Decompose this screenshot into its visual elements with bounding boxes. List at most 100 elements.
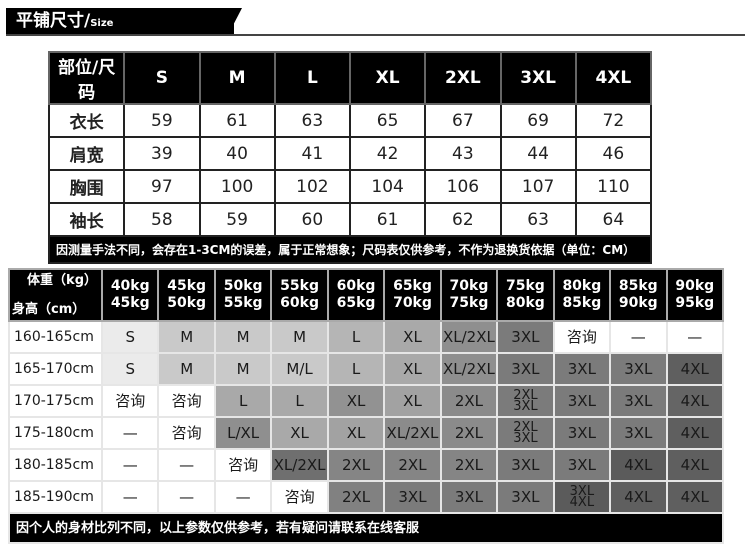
row-label: 165-170cm bbox=[8, 352, 103, 386]
table-row: 175-180cm — 咨询 L/XL XL XL XL/2XL 2XL 2XL 3XL 3XL 3X… bbox=[8, 416, 725, 450]
table-row: 180-185cm — — 咨询 XL/2XL 2XL 2XL 2XL 3XL 3XL 4XL 4XL bbox=[8, 448, 725, 482]
size-cell: 咨询 bbox=[157, 384, 216, 418]
size-cell: 4XL bbox=[609, 480, 668, 514]
table-row: 160-165cm S M M M L XL XL/2XL 3XL 咨询 — — bbox=[8, 320, 725, 354]
table-row: 185-190cm — — — 咨询 2XL 3XL 3XL 3XL 3XL 4XL 4XL 4XL bbox=[8, 480, 725, 514]
table-cell: 106 bbox=[424, 169, 502, 204]
row-label: 袖长 bbox=[47, 202, 126, 237]
row-label: 175-180cm bbox=[8, 416, 103, 450]
size-cell: 咨询 bbox=[157, 416, 216, 450]
table-row: 170-175cm 咨询 咨询 L L XL XL 2XL 2XL 3XL 3XL 3XL 4XL bbox=[8, 384, 725, 418]
size-cell: XL bbox=[326, 416, 386, 450]
size-cell: — bbox=[665, 320, 725, 354]
weight-header: 85kg 90kg bbox=[609, 268, 668, 322]
table-cell: 104 bbox=[348, 169, 427, 204]
table-row: 袖长 58 59 60 61 62 63 64 bbox=[47, 202, 653, 237]
measurement-table: 部位/尺码 S M L XL 2XL 3XL 4XL 衣长 59 61 63 65 67 69 72 肩宽 39 4… bbox=[47, 51, 653, 264]
table-cell: 72 bbox=[574, 103, 653, 138]
size-cell: 2XL bbox=[383, 448, 442, 482]
size-cell: 3XL bbox=[552, 384, 612, 418]
size-cell: — bbox=[157, 448, 216, 482]
size-cell: L bbox=[270, 384, 329, 418]
row-label: 160-165cm bbox=[8, 320, 103, 354]
table-cell: 110 bbox=[574, 169, 653, 204]
size-cell: 4XL bbox=[665, 384, 725, 418]
size-cell: 2XL 3XL bbox=[496, 384, 555, 418]
size-cell: 2XL bbox=[439, 384, 499, 418]
size-cell: 2XL bbox=[439, 416, 499, 450]
size-cell: — bbox=[100, 416, 160, 450]
size-cell: XL/2XL bbox=[383, 416, 442, 450]
table-cell: 65 bbox=[348, 103, 427, 138]
table-row: 胸围 97 100 102 104 106 107 110 bbox=[47, 169, 653, 204]
size-cell: 咨询 bbox=[270, 480, 329, 514]
table-row: 肩宽 39 40 41 42 43 44 46 bbox=[47, 136, 653, 171]
size-cell: 4XL bbox=[665, 416, 725, 450]
table-cell: 102 bbox=[273, 169, 352, 204]
size-cell: 4XL bbox=[665, 352, 725, 386]
size-cell: 4XL bbox=[665, 480, 725, 514]
table-cell: 63 bbox=[499, 202, 577, 237]
section-title: 平铺尺寸/Size bbox=[6, 8, 234, 35]
size-cell: XL bbox=[383, 384, 442, 418]
weight-header: 45kg 50kg bbox=[157, 268, 216, 322]
size-cell: XL bbox=[383, 320, 442, 354]
weight-header: 50kg 55kg bbox=[213, 268, 273, 322]
size-cell: 咨询 bbox=[213, 448, 273, 482]
weight-header: 75kg 80kg bbox=[496, 268, 555, 322]
size-cell: 3XL bbox=[609, 416, 668, 450]
size-cell: M bbox=[270, 320, 329, 354]
size-cell: M bbox=[157, 320, 216, 354]
size-cell: L/XL bbox=[213, 416, 273, 450]
table-cell: 60 bbox=[273, 202, 352, 237]
size-header: L bbox=[273, 51, 352, 105]
size-cell: XL bbox=[270, 416, 329, 450]
size-header: S bbox=[123, 51, 201, 105]
size-cell: 3XL bbox=[496, 352, 555, 386]
table-cell: 40 bbox=[198, 136, 276, 171]
header-row: 体重（kg） 身高（cm） 40kg 45kg 45kg 50kg 50kg 55kg 55kg… bbox=[8, 268, 725, 322]
size-cell: 3XL 4XL bbox=[552, 480, 612, 514]
table-cell: 59 bbox=[123, 103, 201, 138]
size-cell: 3XL bbox=[496, 448, 555, 482]
multi-size-text: 3XL 4XL bbox=[569, 483, 595, 510]
table-cell: 61 bbox=[348, 202, 427, 237]
note-row: 因个人的身材比列不同，以上参数仅供参考，若有疑问请联系在线客服 bbox=[8, 512, 724, 544]
size-cell: 3XL bbox=[496, 320, 555, 354]
table-cell: 42 bbox=[348, 136, 427, 171]
size-cell: L bbox=[326, 320, 386, 354]
weight-header: 70kg 75kg bbox=[439, 268, 499, 322]
table-cell: 69 bbox=[499, 103, 577, 138]
table-row: 衣长 59 61 63 65 67 69 72 bbox=[47, 103, 653, 138]
weight-header: 65kg 70kg bbox=[383, 268, 442, 322]
multi-size-text: 2XL 3XL bbox=[513, 419, 538, 446]
table-cell: 39 bbox=[123, 136, 201, 171]
size-cell: 2XL 3XL bbox=[496, 416, 555, 450]
size-cell: XL/2XL bbox=[439, 320, 499, 354]
table-row: 165-170cm S M M M/L L XL XL/2XL 3XL 3XL 3XL 4XL bbox=[8, 352, 725, 386]
note-text: 因个人的身材比列不同，以上参数仅供参考，若有疑问请联系在线客服 bbox=[8, 512, 724, 544]
row-label: 170-175cm bbox=[8, 384, 103, 418]
size-cell: 3XL bbox=[552, 448, 612, 482]
size-cell: M/L bbox=[270, 352, 329, 386]
size-cell: 3XL bbox=[496, 480, 555, 514]
title-divider bbox=[6, 34, 745, 36]
weight-axis-label: 体重（kg） bbox=[27, 273, 97, 288]
table-cell: 97 bbox=[123, 169, 201, 204]
row-label: 衣长 bbox=[47, 103, 126, 138]
table-cell: 100 bbox=[198, 169, 276, 204]
row-label: 180-185cm bbox=[8, 448, 103, 482]
weight-header: 55kg 60kg bbox=[270, 268, 329, 322]
size-cell: M bbox=[213, 320, 273, 354]
row-label: 185-190cm bbox=[8, 480, 103, 514]
table-cell: 107 bbox=[499, 169, 577, 204]
table-cell: 64 bbox=[574, 202, 653, 237]
size-recommendation-table: 体重（kg） 身高（cm） 40kg 45kg 45kg 50kg 50kg 55kg 55kg… bbox=[8, 268, 725, 544]
size-header: M bbox=[198, 51, 276, 105]
header-row: 部位/尺码 S M L XL 2XL 3XL 4XL bbox=[47, 51, 653, 105]
size-cell: L bbox=[326, 352, 386, 386]
size-header: 3XL bbox=[499, 51, 577, 105]
size-cell: XL/2XL bbox=[270, 448, 329, 482]
size-cell: 3XL bbox=[439, 480, 499, 514]
size-cell: XL/2XL bbox=[439, 352, 499, 386]
